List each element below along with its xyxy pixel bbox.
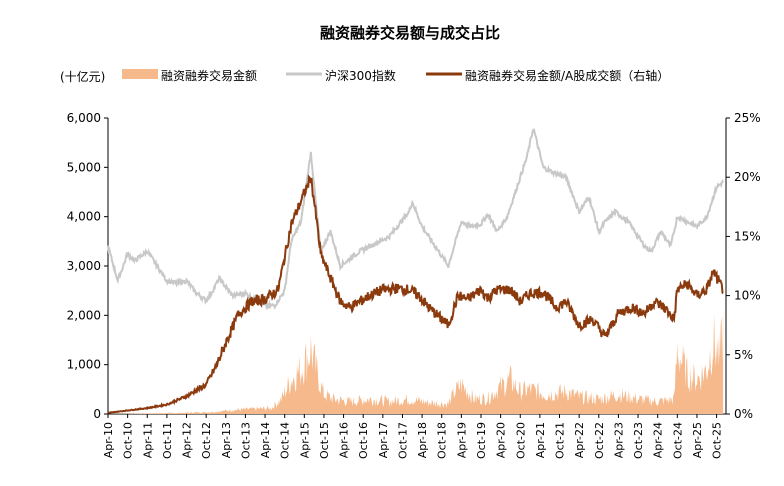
x-tick-label: Apr-18 (416, 422, 429, 458)
x-tick-label: Oct-22 (593, 422, 606, 459)
x-tick-label: Apr-23 (612, 422, 625, 458)
x-tick-label: Oct-12 (200, 422, 213, 459)
x-tick-label: Oct-17 (396, 422, 409, 459)
x-tick-label: Oct-10 (122, 422, 135, 459)
right-tick-label: 25% (734, 111, 761, 125)
right-tick-label: 15% (734, 229, 761, 243)
x-tick-label: Apr-25 (691, 422, 704, 458)
x-tick-label: Oct-25 (711, 422, 724, 459)
left-tick-label: 1,000 (67, 358, 101, 372)
series-csi300-line (107, 128, 725, 311)
right-tick-label: 0% (734, 407, 753, 421)
left-axis-unit-label: (十亿元) (60, 69, 105, 84)
x-tick-label: Oct-15 (318, 422, 331, 459)
x-tick-label: Apr-12 (181, 422, 194, 458)
x-tick-label: Apr-20 (495, 422, 508, 458)
x-tick-label: Apr-19 (455, 422, 468, 458)
legend-label-csi300: 沪深300指数 (325, 68, 396, 83)
x-tick-label: Oct-20 (514, 422, 527, 459)
x-tick-label: Apr-15 (298, 422, 311, 458)
x-tick-label: Apr-10 (102, 422, 115, 458)
x-tick-label: Oct-13 (239, 422, 252, 459)
legend-label-margin-amount: 融资融券交易金额 (161, 68, 257, 83)
right-tick-label: 10% (734, 289, 761, 303)
x-tick-label: Apr-24 (652, 422, 665, 458)
x-tick-label: Oct-19 (475, 422, 488, 459)
x-tick-label: Oct-18 (436, 422, 449, 459)
left-tick-label: 4,000 (67, 210, 101, 224)
x-tick-label: Apr-16 (338, 422, 351, 458)
x-tick-label: Apr-11 (141, 422, 154, 458)
x-tick-label: Oct-23 (632, 422, 645, 459)
x-tick-label: Apr-22 (573, 422, 586, 458)
chart-title: 融资融券交易额与成交占比 (320, 24, 500, 42)
x-tick-label: Oct-16 (357, 422, 370, 459)
left-tick-label: 5,000 (67, 160, 101, 174)
left-tick-label: 6,000 (67, 111, 101, 125)
x-tick-label: Oct-24 (671, 422, 684, 459)
left-tick-label: 2,000 (67, 308, 101, 322)
series-margin-amount-area (108, 308, 724, 414)
x-tick-label: Apr-14 (259, 422, 272, 458)
series-ratio-line (107, 174, 724, 414)
x-tick-label: Apr-21 (534, 422, 547, 458)
plot-area (107, 128, 725, 414)
left-tick-label: 3,000 (67, 259, 101, 273)
x-tick-label: Oct-11 (161, 422, 174, 459)
axes: 0 1,000 2,000 3,000 4,000 5,000 6,000 0% 5% 10% 15… (67, 111, 761, 459)
left-tick-label: 0 (93, 407, 101, 421)
x-tick-label: Oct-14 (279, 422, 292, 459)
right-tick-label: 5% (734, 348, 753, 362)
x-tick-label: Apr-17 (377, 422, 390, 458)
legend-label-ratio: 融资融券交易金额/A股成交额（右轴） (465, 68, 669, 83)
legend-swatch-margin-amount (122, 69, 158, 79)
right-tick-label: 20% (734, 170, 761, 184)
x-tick-label: Oct-21 (554, 422, 567, 459)
x-tick-label: Apr-13 (220, 422, 233, 458)
